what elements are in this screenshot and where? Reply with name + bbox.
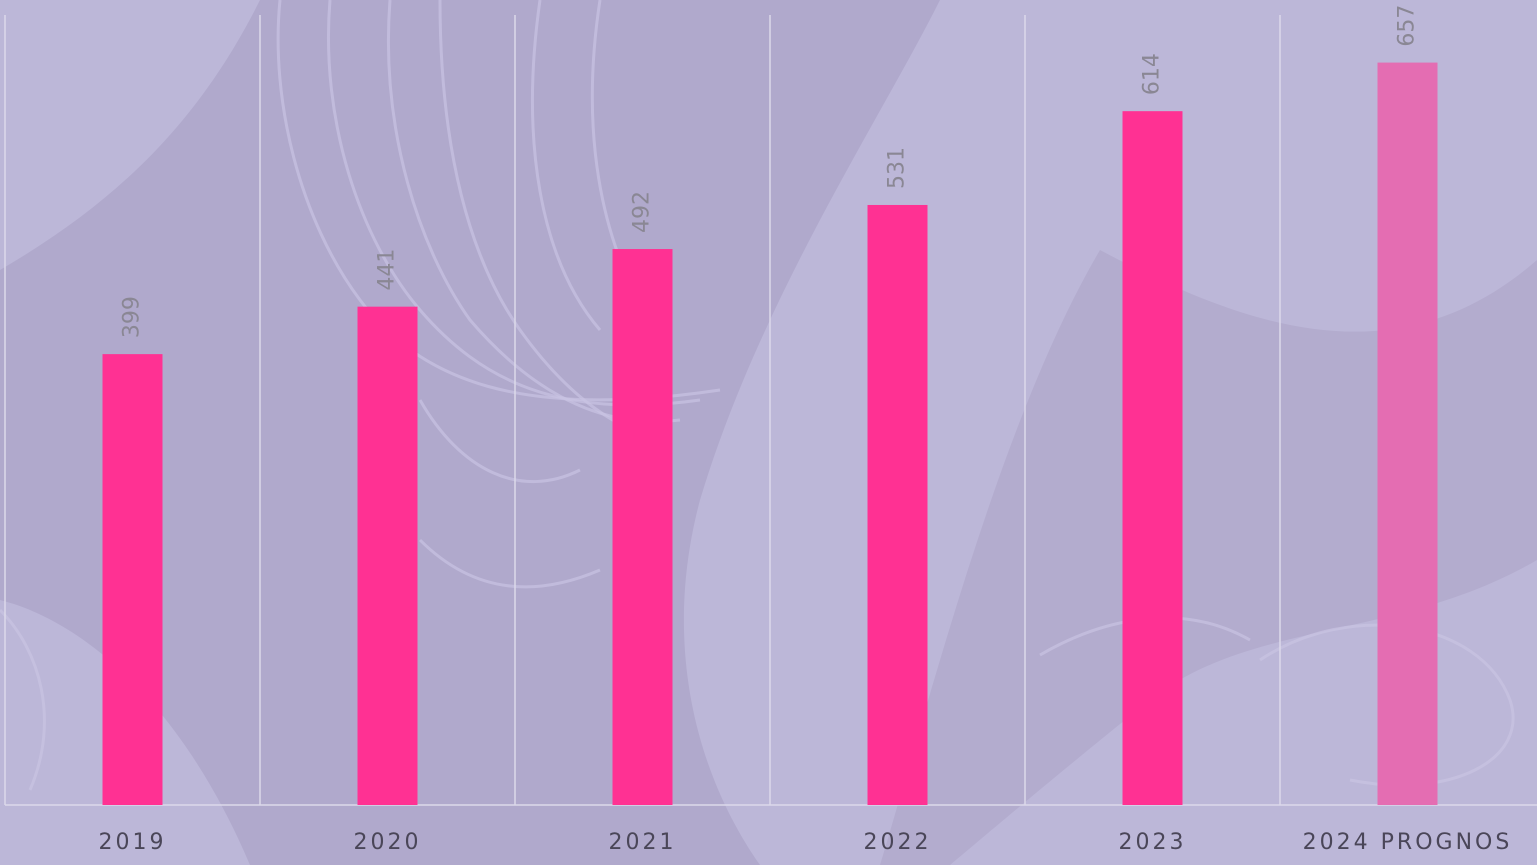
bar: [357, 306, 418, 805]
x-tick-label: 2019: [99, 830, 167, 855]
background-shape: [880, 250, 1537, 865]
decoration: [0, 0, 1513, 790]
x-tick-label: 2021: [609, 830, 677, 855]
value-label: 614: [1140, 53, 1165, 95]
value-label: 399: [120, 296, 145, 338]
background-shape: [0, 0, 940, 865]
bar: [867, 204, 928, 806]
bar: [1122, 111, 1183, 806]
x-tick-label: 2020: [354, 830, 422, 855]
value-label: 657: [1395, 5, 1420, 47]
value-label: 531: [885, 147, 910, 189]
x-tick-label: 2024 PROGNOS: [1303, 830, 1513, 855]
value-label: 492: [630, 191, 655, 233]
bar: [102, 354, 163, 805]
x-tick-label: 2023: [1119, 830, 1187, 855]
x-tick-label: 2022: [864, 830, 932, 855]
value-label: 441: [375, 249, 400, 291]
bar: [1377, 62, 1438, 805]
bar: [612, 249, 673, 806]
